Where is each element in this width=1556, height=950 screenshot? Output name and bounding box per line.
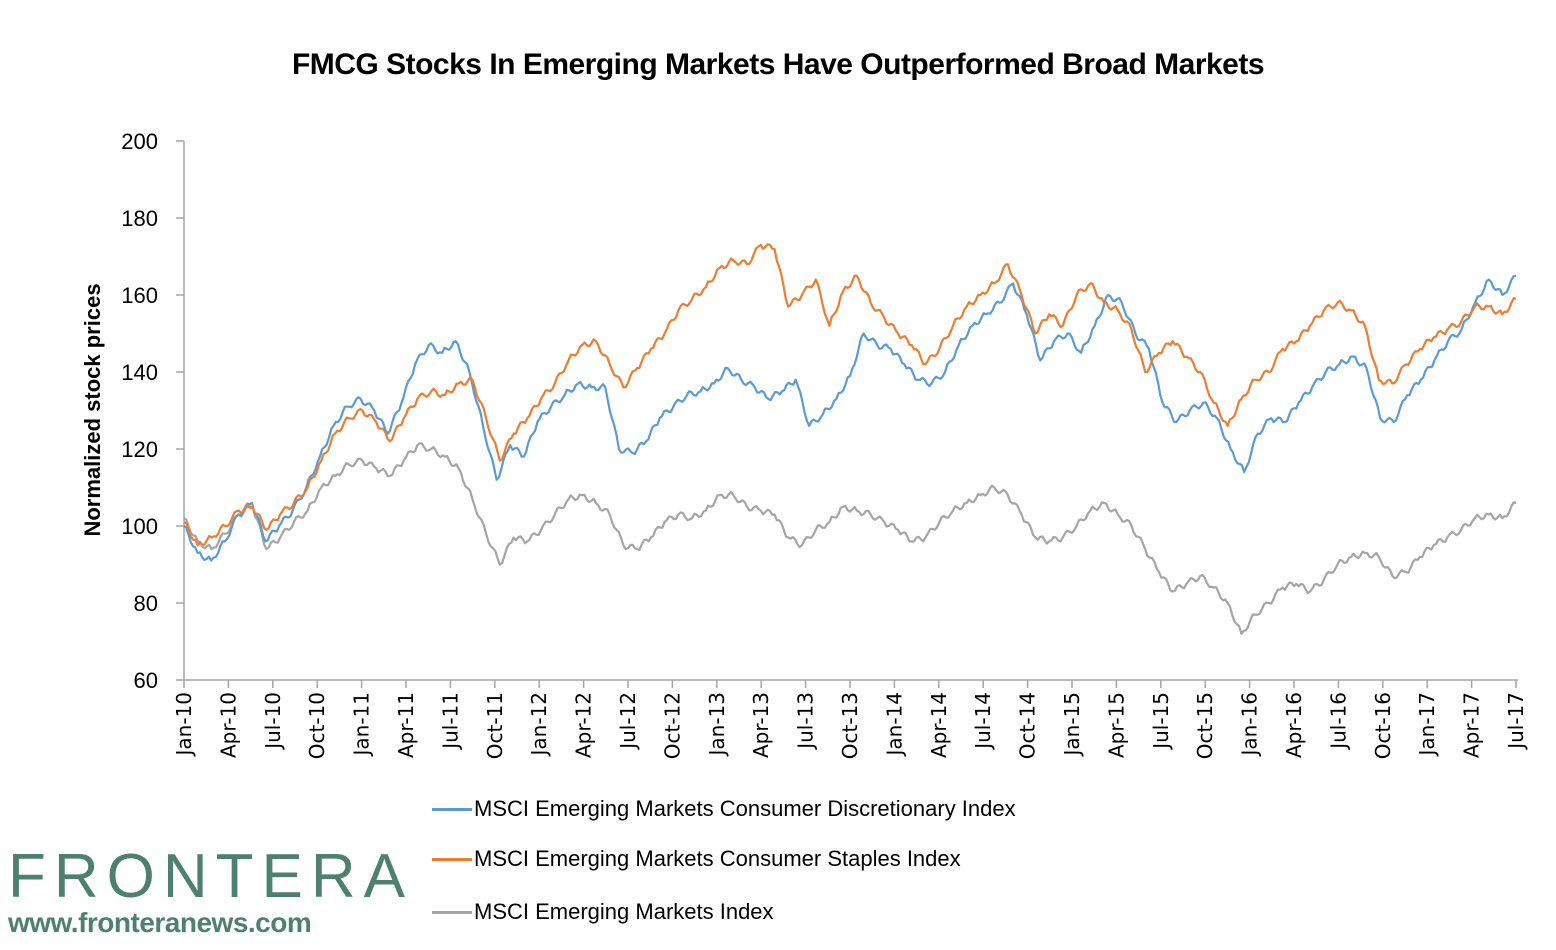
legend-item-em-index: MSCI Emerging Markets Index [432,899,774,925]
y-tick-label: 60 [134,668,158,693]
legend-swatch-blue-icon [432,807,472,811]
x-tick-label: Oct-10 [305,692,329,759]
x-tick-label: Jan-11 [350,692,374,758]
x-tick-label: Jan-13 [705,692,729,758]
x-tick-label: Jan-15 [1060,692,1084,758]
x-tick-label: Jan-14 [882,692,906,758]
legend-swatch-orange-icon [432,857,472,861]
x-tick-label: Jul-14 [971,692,995,751]
x-tick-label: Oct-16 [1371,692,1395,759]
y-axis-label: Normalized stock prices [80,283,105,536]
y-tick-label: 160 [121,283,158,308]
x-tick-label: Oct-11 [483,692,507,759]
y-tick-label: 100 [121,514,158,539]
legend-swatch-gray-icon [432,910,472,914]
x-axis-ticks: Jan-10 Apr-10 Jul-10 Oct-10 Jan-11 Apr-11 Jul-… [172,680,1528,759]
y-tick-label: 140 [121,360,158,385]
y-tick-label: 120 [121,437,158,462]
legend-item-consumer-discretionary: MSCI Emerging Markets Consumer Discretio… [432,796,1016,822]
legend-label: MSCI Emerging Markets Index [474,899,774,924]
x-tick-label: Jul-11 [438,692,462,751]
x-tick-label: Apr-11 [394,692,418,758]
y-axis-ticks: 60 80 100 120 140 160 180 200 [121,129,184,693]
legend-item-consumer-staples: MSCI Emerging Markets Consumer Staples I… [432,846,961,872]
x-tick-label: Oct-14 [1016,692,1040,759]
y-tick-label: 80 [134,591,158,616]
x-tick-label: Apr-15 [1104,692,1128,758]
x-tick-label: Apr-16 [1282,692,1306,758]
x-tick-label: Apr-14 [927,692,951,758]
x-tick-label: Jul-15 [1149,692,1173,751]
x-tick-label: Apr-13 [749,692,773,758]
x-tick-label: Jul-13 [794,692,818,751]
x-tick-label: Apr-10 [216,692,240,758]
logo-wordmark: FRONTERA [8,842,413,911]
y-tick-label: 180 [121,206,158,231]
x-tick-label: Oct-12 [660,692,684,759]
x-tick-label: Oct-13 [838,692,862,759]
x-tick-label: Jan-16 [1238,692,1262,758]
x-tick-label: Jul-12 [616,692,640,751]
axes [183,141,1518,681]
x-tick-label: Jan-10 [172,692,196,758]
series-line-2 [183,442,1517,635]
series-lines [183,243,1517,635]
x-tick-label: Jul-10 [261,692,285,751]
logo-url: www.fronteranews.com [8,907,312,938]
frontera-logo: FRONTERA www.fronteranews.com [8,846,413,938]
x-tick-label: Apr-17 [1460,692,1484,758]
x-tick-label: Jan-12 [527,692,551,758]
chart-title: FMCG Stocks In Emerging Markets Have Out… [291,48,1265,81]
x-tick-label: Oct-15 [1193,692,1217,759]
x-tick-label: Jan-17 [1415,692,1439,758]
series-line-1 [183,243,1517,547]
x-tick-label: Jul-16 [1326,692,1350,751]
x-tick-label: Jul-17 [1504,692,1528,751]
series-line-0 [183,274,1517,562]
legend-label: MSCI Emerging Markets Consumer Staples I… [474,846,961,871]
x-tick-label: Apr-12 [572,692,596,758]
y-tick-label: 200 [121,129,158,154]
legend-label: MSCI Emerging Markets Consumer Discretio… [474,796,1016,821]
